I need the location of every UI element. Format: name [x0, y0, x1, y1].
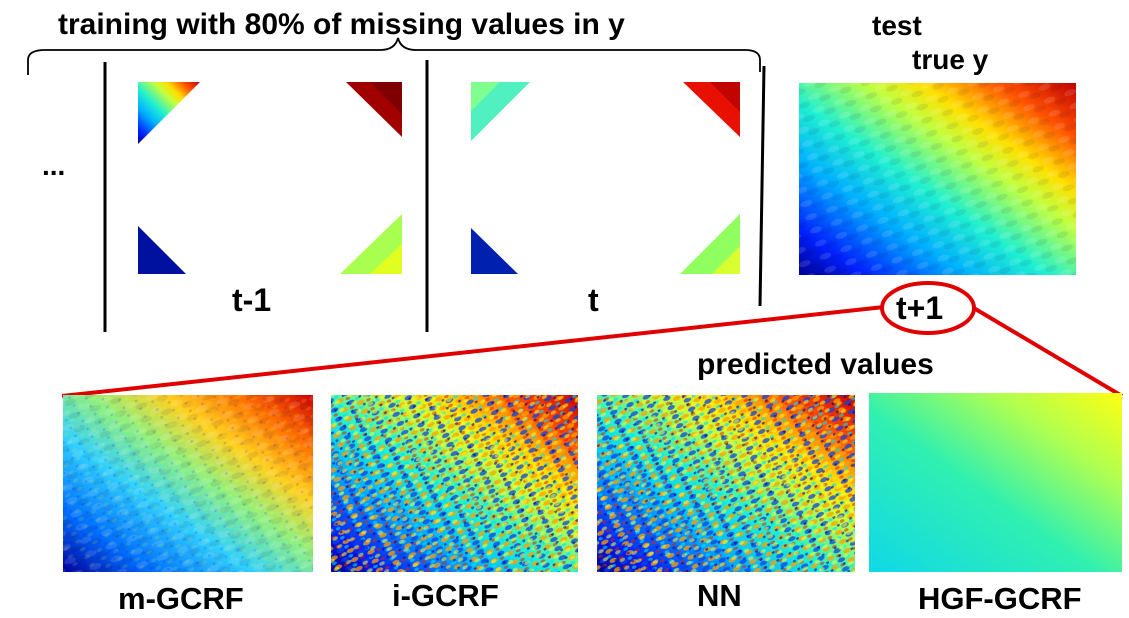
true-y-texture — [799, 83, 1076, 275]
triangle-top-left — [138, 82, 200, 144]
method-label-i-gcrf: i-GCRF — [392, 578, 499, 613]
timestep-t: t — [588, 282, 599, 318]
training-label: training with 80% of missing values in y — [58, 8, 625, 41]
triangle-bottom-right — [680, 214, 740, 274]
method-label-nn: NN — [697, 578, 742, 613]
triangle-bottom-left — [471, 228, 518, 274]
triangle-bottom-left — [138, 226, 186, 274]
method-label-hgf-gcrf: HGF-GCRF — [918, 581, 1082, 616]
panel-t — [471, 82, 740, 274]
true-y-label: true y — [912, 44, 989, 75]
timestep-t-minus-1: t-1 — [232, 282, 272, 318]
prediction-hgf-gcrf — [869, 393, 1122, 572]
triangle-top-right-shade — [710, 82, 740, 112]
prediction-nn — [597, 395, 855, 572]
timestep-t-plus-1: t+1 — [896, 290, 944, 326]
prediction-m-gcrf — [63, 395, 313, 572]
test-label: test — [872, 10, 922, 41]
predicted-values-label: predicted values — [697, 348, 934, 381]
separator-line — [758, 65, 766, 307]
t-plus-1-highlight-ellipse — [880, 281, 976, 335]
triangle-bottom-right-shade — [712, 246, 740, 274]
triangle-top-left-shade — [471, 82, 500, 111]
training-brace — [27, 37, 761, 75]
triangle-bottom-right-shade — [370, 244, 402, 274]
prediction-i-gcrf — [331, 395, 578, 572]
triangle-top-right-shade — [370, 82, 402, 114]
highlight-line-left — [61, 305, 885, 398]
method-label-m-gcrf: m-GCRF — [118, 581, 244, 616]
panel-t-minus-1 — [138, 82, 402, 274]
highlight-line-right — [970, 305, 1124, 398]
ellipsis-label: ... — [42, 150, 66, 181]
triangle-top-left — [471, 82, 530, 141]
